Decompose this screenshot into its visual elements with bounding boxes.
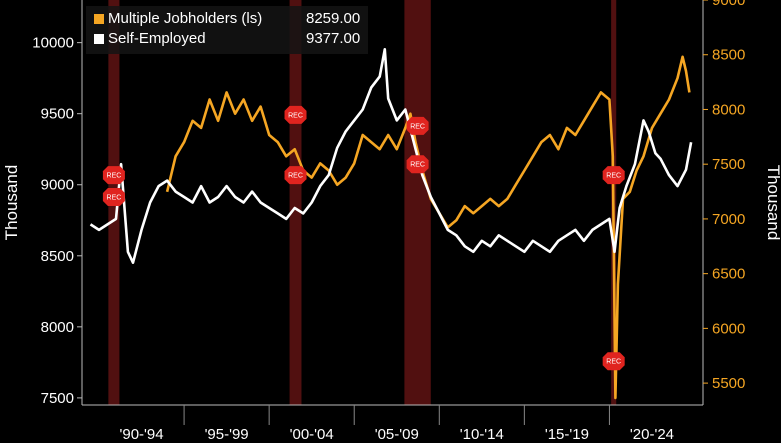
x-tick-label: '15-'19 — [545, 426, 589, 443]
left-tick-label: 10000 — [32, 35, 74, 52]
recession-marker-badge — [284, 166, 307, 185]
recession-marker: REC — [406, 155, 429, 174]
left-tick-label: 9500 — [41, 106, 74, 123]
right-axis-title: Thousand — [764, 165, 781, 241]
legend-last-value: 8259.00 — [306, 10, 361, 27]
recession-marker-text: REC — [410, 123, 425, 130]
recession-marker-badge — [102, 166, 125, 185]
right-tick-label: 5500 — [712, 375, 745, 392]
recession-marker: REC — [602, 166, 625, 185]
recession-marker-text: REC — [410, 162, 425, 169]
series-line-self-employed — [89, 48, 693, 264]
right-tick-label: 7500 — [712, 156, 745, 173]
recession-marker-badge — [602, 352, 625, 371]
left-tick-label: 8500 — [41, 248, 74, 265]
legend-label: Multiple Jobholders (ls) — [108, 10, 263, 27]
series-layer — [89, 48, 693, 400]
right-tick-label: 8000 — [712, 101, 745, 118]
recession-label-layer: REC REC REC REC REC REC REC REC — [102, 105, 625, 371]
recession-marker: REC — [602, 352, 625, 371]
recession-marker-badge — [406, 155, 429, 174]
legend-label: Self-Employed — [108, 30, 206, 47]
recession-marker-text: REC — [606, 173, 621, 180]
x-tick-label: '90-'94 — [120, 426, 164, 443]
left-tick-label: 9000 — [41, 177, 74, 194]
recession-marker: REC — [102, 188, 125, 207]
left-tick-label: 7500 — [41, 390, 74, 407]
recession-shading-layer — [108, 0, 617, 405]
x-tick-label: '10-'14 — [460, 426, 504, 443]
legend-last-value: 9377.00 — [306, 30, 361, 47]
recession-band — [289, 0, 302, 405]
recession-band — [404, 0, 431, 405]
left-tick-label: 8000 — [41, 319, 74, 336]
recession-marker-badge — [602, 166, 625, 185]
recession-marker-text: REC — [288, 173, 303, 180]
recession-marker-badge — [102, 188, 125, 207]
right-tick-label: 9000 — [712, 0, 745, 9]
recession-marker-badge — [284, 105, 307, 124]
recession-marker-text: REC — [288, 112, 303, 119]
recession-marker: REC — [284, 166, 307, 185]
right-tick-label: 8500 — [712, 47, 745, 64]
x-tick-label: '05-'09 — [375, 426, 419, 443]
right-tick-label: 6000 — [712, 320, 745, 337]
recession-marker: REC — [406, 116, 429, 135]
right-tick-label: 7000 — [712, 211, 745, 228]
legend: Multiple Jobholders (ls) 8259.00 Self-Em… — [86, 6, 368, 54]
x-tick-label: '95-'99 — [205, 426, 249, 443]
recession-marker: REC — [102, 166, 125, 185]
recession-marker: REC — [284, 105, 307, 124]
x-tick-label: '00-'04 — [290, 426, 334, 443]
left-axis-title: Thousand — [2, 165, 21, 241]
x-tick-label: '20-'24 — [630, 426, 674, 443]
legend-swatch-orange — [94, 14, 104, 24]
right-tick-label: 6500 — [712, 266, 745, 283]
recession-marker-badge — [406, 116, 429, 135]
recession-marker-text: REC — [606, 359, 621, 366]
legend-swatch-white — [94, 34, 104, 44]
recession-marker-text: REC — [107, 195, 122, 202]
recession-marker-text: REC — [107, 173, 122, 180]
